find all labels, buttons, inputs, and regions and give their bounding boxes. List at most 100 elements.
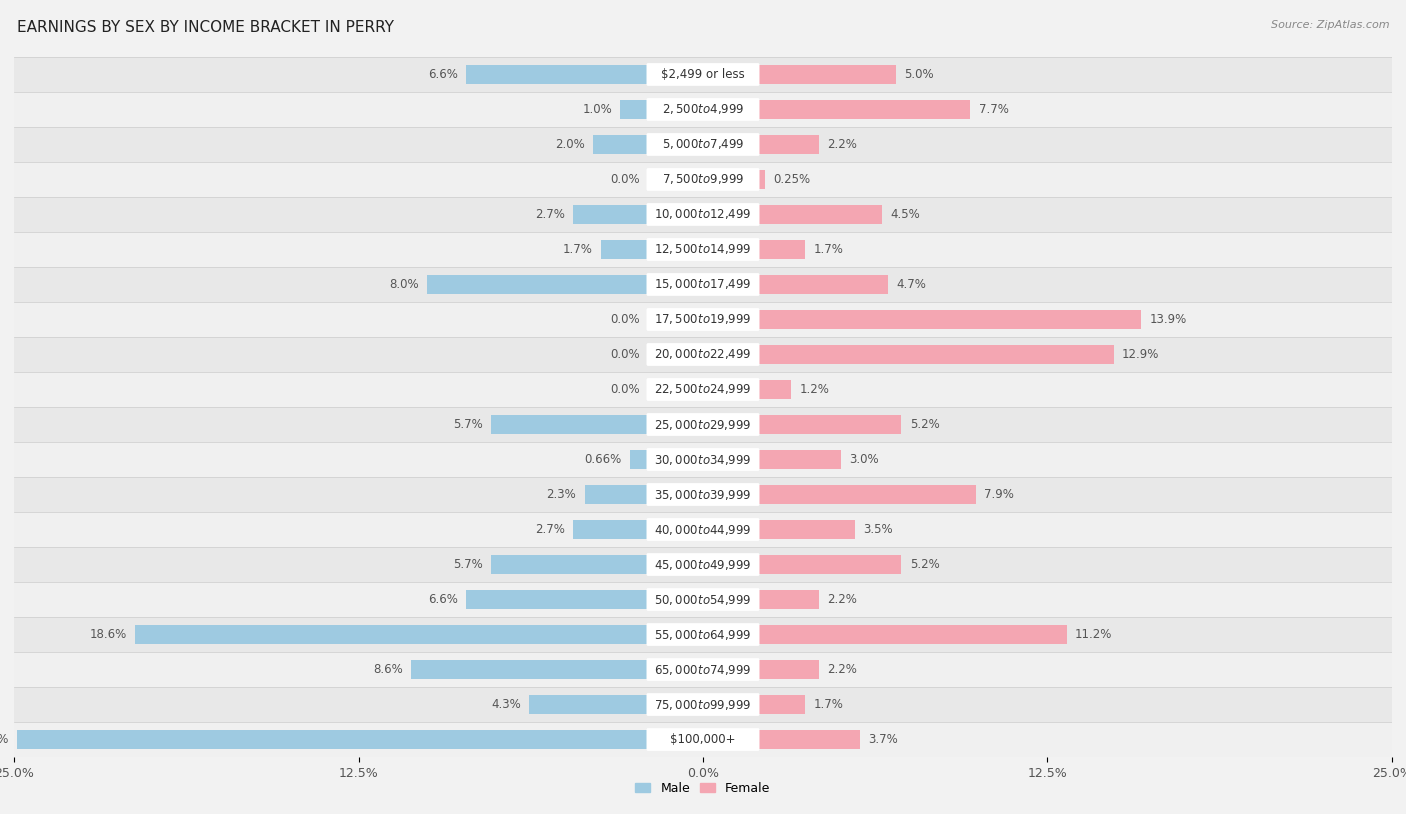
Text: 2.7%: 2.7% [536, 523, 565, 536]
Text: $12,500 to $14,999: $12,500 to $14,999 [654, 243, 752, 256]
Bar [630, 450, 648, 469]
Text: 0.25%: 0.25% [773, 173, 810, 186]
Text: 12.9%: 12.9% [1122, 348, 1160, 361]
Text: 5.7%: 5.7% [453, 558, 482, 571]
Text: 4.3%: 4.3% [491, 698, 522, 711]
Bar [758, 485, 976, 504]
Text: EARNINGS BY SEX BY INCOME BRACKET IN PERRY: EARNINGS BY SEX BY INCOME BRACKET IN PER… [17, 20, 394, 35]
Text: 22.9%: 22.9% [0, 733, 8, 746]
Text: 0.0%: 0.0% [610, 383, 640, 396]
Text: 3.5%: 3.5% [863, 523, 893, 536]
Text: 4.5%: 4.5% [890, 208, 920, 221]
Bar [758, 205, 882, 224]
Text: 8.0%: 8.0% [389, 278, 419, 291]
Bar [14, 652, 1392, 687]
FancyBboxPatch shape [647, 133, 759, 155]
FancyBboxPatch shape [647, 63, 759, 85]
Text: $30,000 to $34,999: $30,000 to $34,999 [654, 453, 752, 466]
Text: 2.3%: 2.3% [547, 488, 576, 501]
Text: 3.7%: 3.7% [869, 733, 898, 746]
Text: 1.7%: 1.7% [562, 243, 593, 256]
Text: Source: ZipAtlas.com: Source: ZipAtlas.com [1271, 20, 1389, 30]
Bar [758, 520, 855, 539]
Text: $50,000 to $54,999: $50,000 to $54,999 [654, 593, 752, 606]
Text: 5.2%: 5.2% [910, 558, 939, 571]
FancyBboxPatch shape [647, 414, 759, 435]
FancyBboxPatch shape [647, 729, 759, 751]
Bar [574, 520, 648, 539]
Bar [758, 450, 841, 469]
FancyBboxPatch shape [647, 239, 759, 260]
Text: 2.2%: 2.2% [827, 593, 856, 606]
Bar [427, 275, 648, 294]
Text: 5.0%: 5.0% [904, 68, 934, 81]
Text: 2.2%: 2.2% [827, 138, 856, 151]
Bar [135, 625, 648, 644]
Text: 1.7%: 1.7% [813, 243, 844, 256]
Bar [14, 302, 1392, 337]
FancyBboxPatch shape [647, 554, 759, 575]
Bar [758, 345, 1114, 364]
Bar [14, 442, 1392, 477]
FancyBboxPatch shape [647, 168, 759, 190]
Text: 8.6%: 8.6% [373, 663, 402, 676]
Bar [14, 407, 1392, 442]
Bar [465, 590, 648, 609]
Bar [600, 240, 648, 259]
Text: $100,000+: $100,000+ [671, 733, 735, 746]
Text: 5.2%: 5.2% [910, 418, 939, 431]
FancyBboxPatch shape [647, 589, 759, 610]
Text: $25,000 to $29,999: $25,000 to $29,999 [654, 418, 752, 431]
Text: 6.6%: 6.6% [427, 68, 458, 81]
Bar [620, 100, 648, 119]
Text: 2.0%: 2.0% [555, 138, 585, 151]
Text: $2,499 or less: $2,499 or less [661, 68, 745, 81]
Text: 6.6%: 6.6% [427, 593, 458, 606]
Text: 1.0%: 1.0% [582, 103, 612, 116]
FancyBboxPatch shape [647, 204, 759, 225]
FancyBboxPatch shape [647, 344, 759, 365]
Bar [14, 92, 1392, 127]
Bar [758, 730, 860, 749]
FancyBboxPatch shape [647, 98, 759, 120]
Bar [758, 590, 818, 609]
Bar [758, 695, 806, 714]
Text: 13.9%: 13.9% [1150, 313, 1187, 326]
Bar [758, 660, 818, 679]
FancyBboxPatch shape [647, 659, 759, 681]
Text: 7.9%: 7.9% [984, 488, 1014, 501]
Bar [758, 240, 806, 259]
Legend: Male, Female: Male, Female [630, 777, 776, 800]
Text: 2.7%: 2.7% [536, 208, 565, 221]
Text: $65,000 to $74,999: $65,000 to $74,999 [654, 663, 752, 676]
FancyBboxPatch shape [647, 274, 759, 295]
Bar [491, 555, 648, 574]
Bar [14, 267, 1392, 302]
Text: 1.2%: 1.2% [800, 383, 830, 396]
Text: $15,000 to $17,499: $15,000 to $17,499 [654, 278, 752, 291]
Text: 4.7%: 4.7% [896, 278, 925, 291]
Text: 0.66%: 0.66% [583, 453, 621, 466]
Text: 11.2%: 11.2% [1076, 628, 1112, 641]
Bar [14, 582, 1392, 617]
FancyBboxPatch shape [647, 449, 759, 470]
Text: $45,000 to $49,999: $45,000 to $49,999 [654, 558, 752, 571]
Text: $35,000 to $39,999: $35,000 to $39,999 [654, 488, 752, 501]
Bar [758, 135, 818, 154]
Bar [758, 380, 792, 399]
Text: 7.7%: 7.7% [979, 103, 1008, 116]
Bar [14, 617, 1392, 652]
FancyBboxPatch shape [647, 519, 759, 540]
Bar [14, 477, 1392, 512]
Text: $7,500 to $9,999: $7,500 to $9,999 [662, 173, 744, 186]
Text: 0.0%: 0.0% [610, 348, 640, 361]
Bar [14, 57, 1392, 92]
Bar [14, 547, 1392, 582]
Text: $20,000 to $22,499: $20,000 to $22,499 [654, 348, 752, 361]
Bar [574, 205, 648, 224]
FancyBboxPatch shape [647, 624, 759, 646]
Text: 0.0%: 0.0% [610, 173, 640, 186]
Text: $10,000 to $12,499: $10,000 to $12,499 [654, 208, 752, 221]
Bar [758, 310, 1142, 329]
Bar [17, 730, 648, 749]
